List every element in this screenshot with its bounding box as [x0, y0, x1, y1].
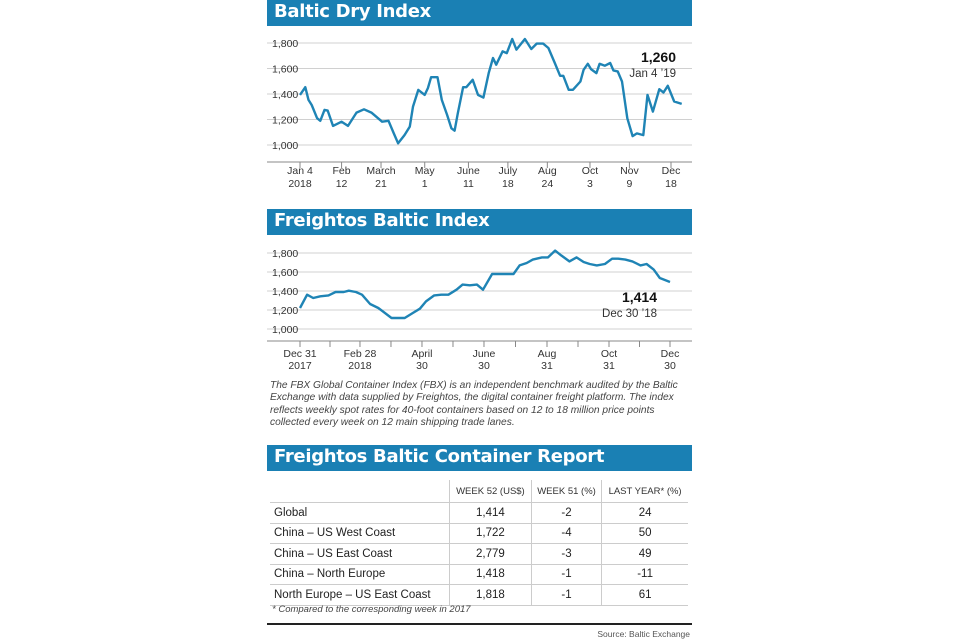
c0-series-line [299, 37, 683, 145]
c0-xtick-label: Feb [333, 165, 351, 177]
route-cell: China – US East Coast [270, 543, 450, 565]
col-header: WEEK 51 (%) [530, 480, 602, 503]
c0-xtick-label: May [415, 165, 436, 177]
route-cell: China – North Europe [270, 564, 450, 585]
table-row: China – North Europe 1,418 -1 -11 [270, 564, 688, 585]
c0-xtick-label: Nov [620, 165, 639, 177]
c0-ytick-label: 1,600 [272, 64, 298, 76]
table-row: North Europe – US East Coast 1,818 -1 61 [270, 584, 688, 606]
report-table: WEEK 52 (US$) WEEK 51 (%) LAST YEAR* (%)… [270, 480, 688, 606]
value-cell: 61 [601, 584, 688, 606]
c0-xtick-label: Dec [662, 165, 681, 177]
col-header: LAST YEAR* (%) [601, 480, 688, 503]
c0-xtick-label: 2018 [288, 178, 312, 190]
c0-xtick-label: 12 [336, 178, 348, 190]
fbx-description: The FBX Global Container Index (FBX) is … [270, 380, 678, 429]
value-cell: 1,414 [449, 502, 532, 524]
c1-xtick-label: 31 [541, 360, 553, 372]
c1-xtick-label: 30 [416, 360, 428, 372]
c0-xtick-label: June [457, 165, 480, 177]
c0-ytick-label: 1,800 [272, 38, 298, 50]
value-cell: 1,722 [449, 523, 532, 544]
table-row: China – US East Coast 2,779 -3 49 [270, 543, 688, 565]
table-row: Global 1,414 -2 24 [270, 502, 688, 524]
value-cell: 2,779 [449, 543, 532, 565]
bdi-title: Baltic Dry Index [274, 1, 431, 22]
value-cell: 49 [601, 543, 688, 565]
c0-xtick-label: Oct [582, 165, 598, 177]
c0-xtick-label: 18 [665, 178, 677, 190]
value-cell: -2 [530, 502, 602, 524]
value-cell: 1,418 [449, 564, 532, 585]
route-cell: Global [270, 502, 450, 524]
report-title-bar: Freightos Baltic Container Report [267, 445, 692, 471]
c1-ytick-label: 1,000 [272, 324, 298, 336]
c1-annotation-value: 1,414 [622, 289, 657, 305]
c1-ytick-label: 1,800 [272, 248, 298, 260]
table-row: China – US West Coast 1,722 -4 50 [270, 523, 688, 544]
bdi-title-bar: Baltic Dry Index [267, 0, 692, 26]
value-cell: -4 [530, 523, 602, 544]
c0-ytick-label: 1,200 [272, 115, 298, 127]
col-header: WEEK 52 (US$) [449, 480, 532, 503]
c0-ytick-label: 1,400 [272, 89, 298, 101]
footnote: * Compared to the corresponding week in … [272, 604, 471, 615]
c0-xtick-label: 24 [541, 178, 553, 190]
c1-xtick-label: Oct [601, 348, 617, 360]
value-cell: -11 [601, 564, 688, 585]
c0-xtick-label: 21 [375, 178, 387, 190]
c1-xtick-label: 2017 [288, 360, 312, 372]
value-cell: 24 [601, 502, 688, 524]
c1-annotation-label: Dec 30 ’18 [602, 308, 657, 320]
c0-annotation-label: Jan 4 ’19 [629, 68, 676, 80]
c1-ytick-label: 1,200 [272, 305, 298, 317]
c0-xtick-label: 11 [463, 178, 474, 190]
divider [267, 623, 692, 625]
c1-xtick-label: Feb 28 [344, 348, 377, 360]
value-cell: -1 [530, 564, 602, 585]
c0-annotation-value: 1,260 [641, 49, 676, 65]
c0-xtick-label: July [499, 165, 518, 177]
c0-xtick-label: 1 [422, 178, 428, 190]
c0-xtick-label: 9 [627, 178, 633, 190]
route-cell: China – US West Coast [270, 523, 450, 544]
value-cell: 1,818 [449, 584, 532, 606]
c1-xtick-label: 31 [603, 360, 615, 372]
c0-ytick-label: 1,000 [272, 140, 298, 152]
c0-xtick-label: March [366, 165, 395, 177]
col-header [270, 480, 450, 503]
c1-xtick-label: Dec [661, 348, 680, 360]
c0-xtick-label: 18 [502, 178, 514, 190]
c1-xtick-label: Aug [538, 348, 557, 360]
c0-xtick-label: Jan 4 [287, 165, 313, 177]
fbx-title: Freightos Baltic Index [274, 210, 490, 231]
c0-xtick-label: Aug [538, 165, 557, 177]
c1-xtick-label: June [473, 348, 496, 360]
value-cell: -3 [530, 543, 602, 565]
fbx-title-bar: Freightos Baltic Index [267, 209, 692, 235]
value-cell: -1 [530, 584, 602, 606]
source: Source: Baltic Exchange [597, 629, 690, 639]
c1-ytick-label: 1,400 [272, 286, 298, 298]
route-cell: North Europe – US East Coast [270, 584, 450, 606]
report-title: Freightos Baltic Container Report [274, 446, 605, 467]
value-cell: 50 [601, 523, 688, 544]
c1-xtick-label: Dec 31 [283, 348, 316, 360]
c0-xtick-label: 3 [587, 178, 593, 190]
table-header-row: WEEK 52 (US$) WEEK 51 (%) LAST YEAR* (%) [270, 480, 688, 503]
c1-xtick-label: April [411, 348, 432, 360]
c1-xtick-label: 2018 [348, 360, 372, 372]
c1-xtick-label: 30 [478, 360, 490, 372]
c1-xtick-label: 30 [664, 360, 676, 372]
c1-ytick-label: 1,600 [272, 267, 298, 279]
